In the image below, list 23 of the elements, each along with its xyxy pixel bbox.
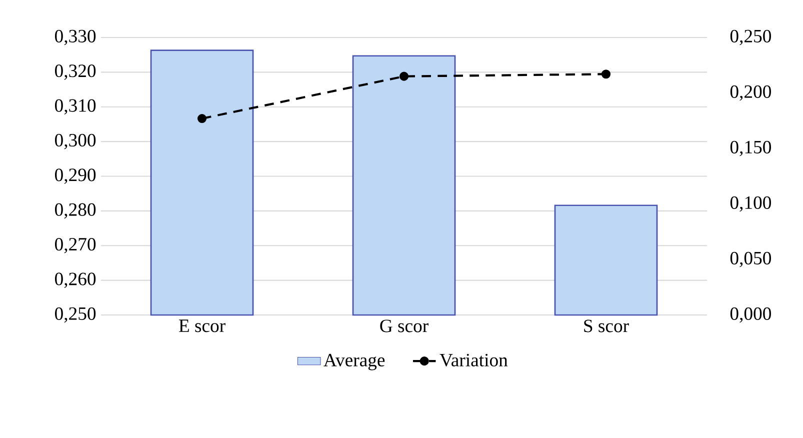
point [601, 70, 611, 79]
y2-tick-label: 0,250 [730, 30, 771, 46]
y2-tick-label: 0,050 [730, 252, 771, 268]
y2-tick-label: 0,150 [730, 140, 771, 156]
y-tick-label: 0,250 [55, 307, 96, 323]
y-tick-label: 0,320 [55, 64, 96, 80]
x-tick-label: S scor [584, 320, 629, 332]
point [197, 114, 207, 124]
x-tick-label: G scor [380, 320, 428, 332]
point [399, 72, 409, 81]
y-tick-label: 0,290 [55, 168, 96, 184]
legend-label: Average [324, 354, 385, 370]
y-tick-label: 0,260 [55, 272, 96, 288]
y-tick-label: 0,300 [55, 134, 96, 150]
y2-tick-label: 0,100 [730, 196, 771, 212]
y-tick-label: 0,270 [55, 238, 96, 254]
y-tick-label: 0,310 [55, 99, 96, 115]
x-tick-label: E scor [178, 320, 226, 332]
y-tick-label: 0,280 [55, 203, 96, 219]
y-tick-label: 0,330 [55, 30, 96, 46]
legend-label: Variation [440, 354, 508, 367]
y2-tick-label: 0,200 [730, 85, 771, 101]
y2-tick-label: 0,000 [730, 307, 771, 323]
